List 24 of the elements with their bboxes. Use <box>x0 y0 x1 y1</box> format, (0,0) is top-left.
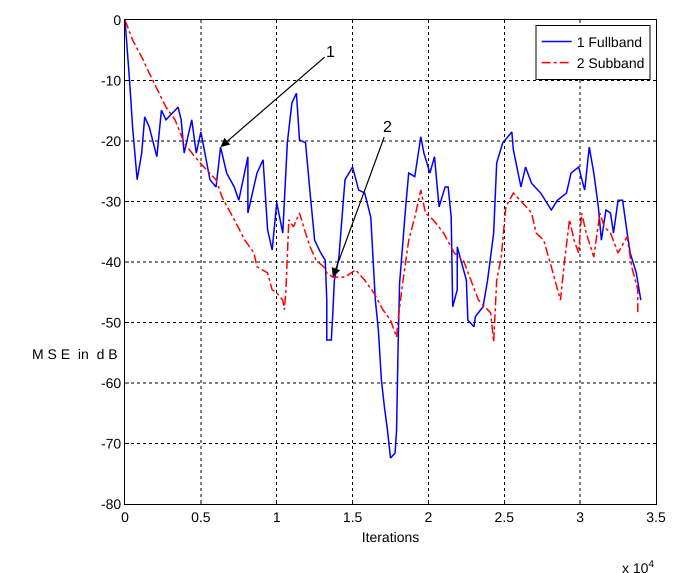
annotation: 2 <box>383 119 392 136</box>
text: x 10$^{4}$ <box>622 559 654 573</box>
y-tick-label: -60 <box>100 374 122 391</box>
y-tick-label: -50 <box>100 314 122 330</box>
y-axis-title: M S E in d B <box>32 346 118 362</box>
x-tick-label: 3 <box>576 508 584 525</box>
annotation: 1 <box>326 44 335 61</box>
line-series <box>125 20 642 459</box>
x-tick-label: 3.5 <box>646 508 666 525</box>
y-tick-label: -20 <box>100 132 122 149</box>
x-tick-label: 1 <box>272 508 281 525</box>
y-tick-label: 0 <box>113 12 122 28</box>
legend-label: 2 Subband <box>576 55 644 72</box>
x-tick-label: 0.5 <box>191 508 211 525</box>
y-tick-label: -40 <box>100 254 122 270</box>
x-tick-label: 2 <box>424 508 433 525</box>
y-tick-label: -10 <box>100 72 122 88</box>
x-tick-label: 2.5 <box>494 508 514 525</box>
legend-label: 1 Fullband <box>576 34 642 50</box>
x-axis-title: Iterations <box>362 529 420 546</box>
x-tick-label: 1.5 <box>342 508 363 525</box>
y-tick-label: -80 <box>100 496 122 512</box>
y-tick-label: -30 <box>100 193 122 210</box>
y-tick-label: -70 <box>100 435 122 452</box>
